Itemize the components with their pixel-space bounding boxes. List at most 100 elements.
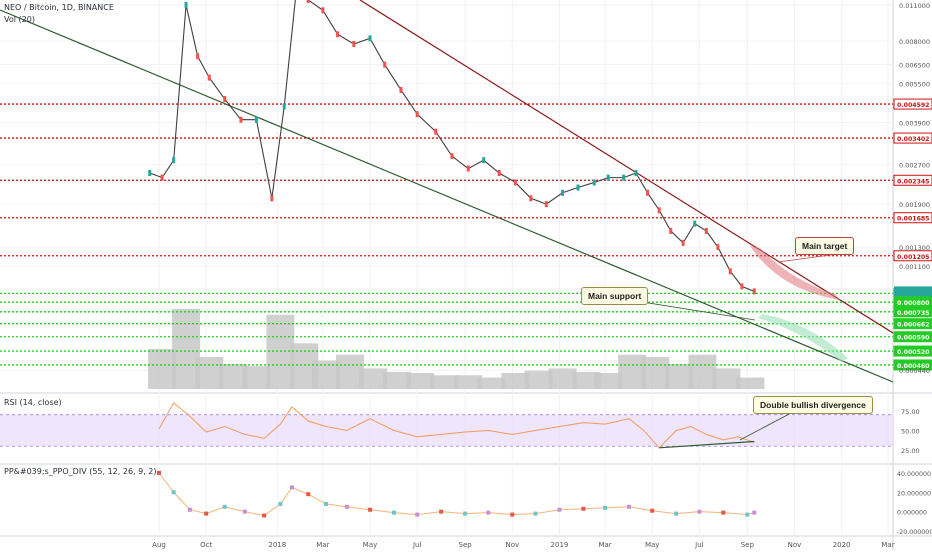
x-tick-label: 2019 bbox=[551, 541, 569, 549]
price-line bbox=[149, 0, 755, 292]
price-point bbox=[223, 96, 227, 103]
price-point bbox=[497, 170, 501, 177]
x-tick-label: Sep bbox=[741, 541, 755, 549]
x-tick-label: May bbox=[645, 541, 659, 549]
price-point bbox=[415, 111, 419, 118]
x-tick-label: Oct bbox=[200, 541, 212, 549]
x-tick-label: 2020 bbox=[833, 541, 851, 549]
price-point bbox=[254, 116, 258, 123]
price-point bbox=[306, 0, 310, 3]
price-point bbox=[529, 195, 533, 202]
price-point bbox=[160, 174, 164, 181]
x-tick-label: May bbox=[363, 541, 377, 549]
volume-bar bbox=[688, 354, 717, 389]
ppo-marker bbox=[415, 512, 420, 517]
x-tick-label: Jul bbox=[412, 541, 422, 549]
volume-bars bbox=[148, 309, 765, 389]
price-point bbox=[239, 116, 243, 123]
level-price-label: 0.000590 bbox=[897, 335, 930, 342]
trend-lines[interactable] bbox=[0, 0, 894, 383]
volume-bar bbox=[594, 373, 623, 389]
price-point bbox=[172, 157, 176, 164]
level-price-label: 0.000662 bbox=[897, 322, 930, 329]
price-point bbox=[196, 53, 200, 60]
price-point bbox=[399, 86, 403, 93]
level-price-tag bbox=[893, 345, 932, 357]
x-tick-label: 2018 bbox=[268, 541, 286, 549]
volume-bar bbox=[406, 373, 435, 389]
price-point bbox=[716, 244, 720, 251]
ppo-marker bbox=[289, 485, 294, 490]
price-point bbox=[352, 40, 356, 47]
y-tick-label: 0.002700 bbox=[899, 161, 930, 169]
symbol-legend[interactable]: NEO / Bitcoin, 1D, BINANCE bbox=[4, 3, 114, 12]
price-point bbox=[282, 103, 286, 110]
ppo-marker bbox=[697, 509, 702, 514]
ppo-marker bbox=[323, 501, 328, 506]
divergence-pointer bbox=[739, 411, 794, 441]
volume-bar bbox=[195, 357, 224, 389]
volume-bar bbox=[359, 368, 388, 389]
volume-legend[interactable]: Vol (20) bbox=[4, 15, 35, 24]
horizontal-levels[interactable]: 0.004592 0.003402 0.002345 0.001685 0.001205… bbox=[0, 98, 932, 371]
level-price-tag bbox=[893, 359, 932, 371]
level-price-tag bbox=[893, 174, 932, 186]
price-point bbox=[693, 220, 697, 227]
y-tick-label: 0.005500 bbox=[899, 81, 930, 89]
divergence-callout[interactable]: Double bullish divergence bbox=[753, 396, 873, 414]
price-point bbox=[622, 174, 626, 181]
level-price-label: 0.001205 bbox=[897, 254, 930, 261]
price-point bbox=[728, 268, 732, 275]
ppo-legend[interactable]: PP&#039;s_PPO_DIV (55, 12, 26, 9, 2) bbox=[4, 467, 157, 476]
level-price-tag bbox=[893, 331, 932, 343]
x-tick-label: Nov bbox=[788, 541, 802, 549]
divergence-line bbox=[659, 440, 755, 449]
y-tick-label: 0.001300 bbox=[899, 244, 930, 252]
y-tick-label: 0.008000 bbox=[899, 38, 930, 46]
price-point bbox=[561, 189, 565, 196]
volume-bar bbox=[266, 314, 295, 389]
ppo-marker bbox=[581, 506, 586, 511]
level-price-label: 0.000800 bbox=[897, 300, 930, 307]
ppo-tick-label: 0.000000 bbox=[897, 510, 927, 517]
volume-bar bbox=[383, 371, 412, 389]
level-price-tag bbox=[893, 306, 932, 318]
price-point bbox=[466, 165, 470, 172]
level-price-label: 0.002345 bbox=[897, 178, 930, 185]
ppo-tick-label: 20.000000 bbox=[897, 490, 931, 497]
volume-bar bbox=[524, 370, 553, 389]
descending-support-trendline bbox=[0, 9, 894, 383]
level-price-label: 0.000460 bbox=[897, 363, 930, 370]
target-projection-zone bbox=[750, 246, 840, 300]
price-point bbox=[592, 179, 596, 186]
axes: Aug Oct 2018 Mar May Jul Sep Nov 2019 Mar May Jul Se… bbox=[152, 2, 932, 549]
volume-bar bbox=[641, 357, 670, 389]
rsi-tick-label: 25.00 bbox=[901, 447, 920, 455]
price-point bbox=[270, 195, 274, 202]
ppo-marker bbox=[204, 511, 209, 516]
main-target-pointer bbox=[777, 253, 839, 263]
ppo-marker bbox=[752, 510, 757, 515]
volume-bar bbox=[148, 349, 177, 389]
price-point bbox=[752, 288, 756, 295]
level-price-tag bbox=[893, 98, 932, 110]
y-tick-label: 0.006500 bbox=[899, 62, 930, 70]
price-point bbox=[657, 207, 661, 214]
volume-bar bbox=[242, 366, 271, 389]
main-target-callout[interactable]: Main target bbox=[795, 237, 855, 255]
ppo-marker bbox=[627, 504, 632, 509]
price-point bbox=[434, 128, 438, 135]
price-point bbox=[704, 227, 708, 234]
last-price-tag bbox=[894, 286, 932, 297]
ppo-marker bbox=[557, 507, 562, 512]
y-tick-label: 0.001900 bbox=[899, 201, 930, 209]
rsi-legend[interactable]: RSI (14, close) bbox=[4, 398, 62, 407]
ppo-tick-label: -20.000000 bbox=[897, 529, 932, 536]
level-price-tag bbox=[893, 318, 932, 330]
main-support-pointer bbox=[629, 299, 756, 321]
rsi-line bbox=[158, 402, 755, 449]
main-support-callout[interactable]: Main support bbox=[581, 287, 649, 305]
price-series bbox=[148, 0, 932, 297]
